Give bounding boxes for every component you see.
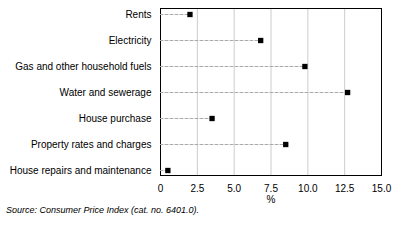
svg-text:Water and sewerage: Water and sewerage xyxy=(60,87,152,98)
svg-text:Rents: Rents xyxy=(125,9,151,20)
svg-text:10.0: 10.0 xyxy=(298,183,318,194)
svg-text:12.5: 12.5 xyxy=(335,183,355,194)
html-text:Source: Consumer Price Index (: Source: Consumer Price Index (cat. no. 6… xyxy=(6,205,200,215)
svg-text:2.5: 2.5 xyxy=(190,183,204,194)
svg-text:Gas and other household fuels: Gas and other household fuels xyxy=(15,61,151,72)
svg-text:5.0: 5.0 xyxy=(227,183,241,194)
svg-text:0: 0 xyxy=(158,183,164,194)
svg-text:Electricity: Electricity xyxy=(109,35,152,46)
svg-text:House repairs and maintenance: House repairs and maintenance xyxy=(10,165,152,176)
svg-text:%: % xyxy=(267,194,276,205)
svg-text:Property rates and charges: Property rates and charges xyxy=(31,139,152,150)
svg-text:7.5: 7.5 xyxy=(264,183,278,194)
svg-text:15.0: 15.0 xyxy=(372,183,392,194)
svg-text:House purchase: House purchase xyxy=(79,113,152,124)
